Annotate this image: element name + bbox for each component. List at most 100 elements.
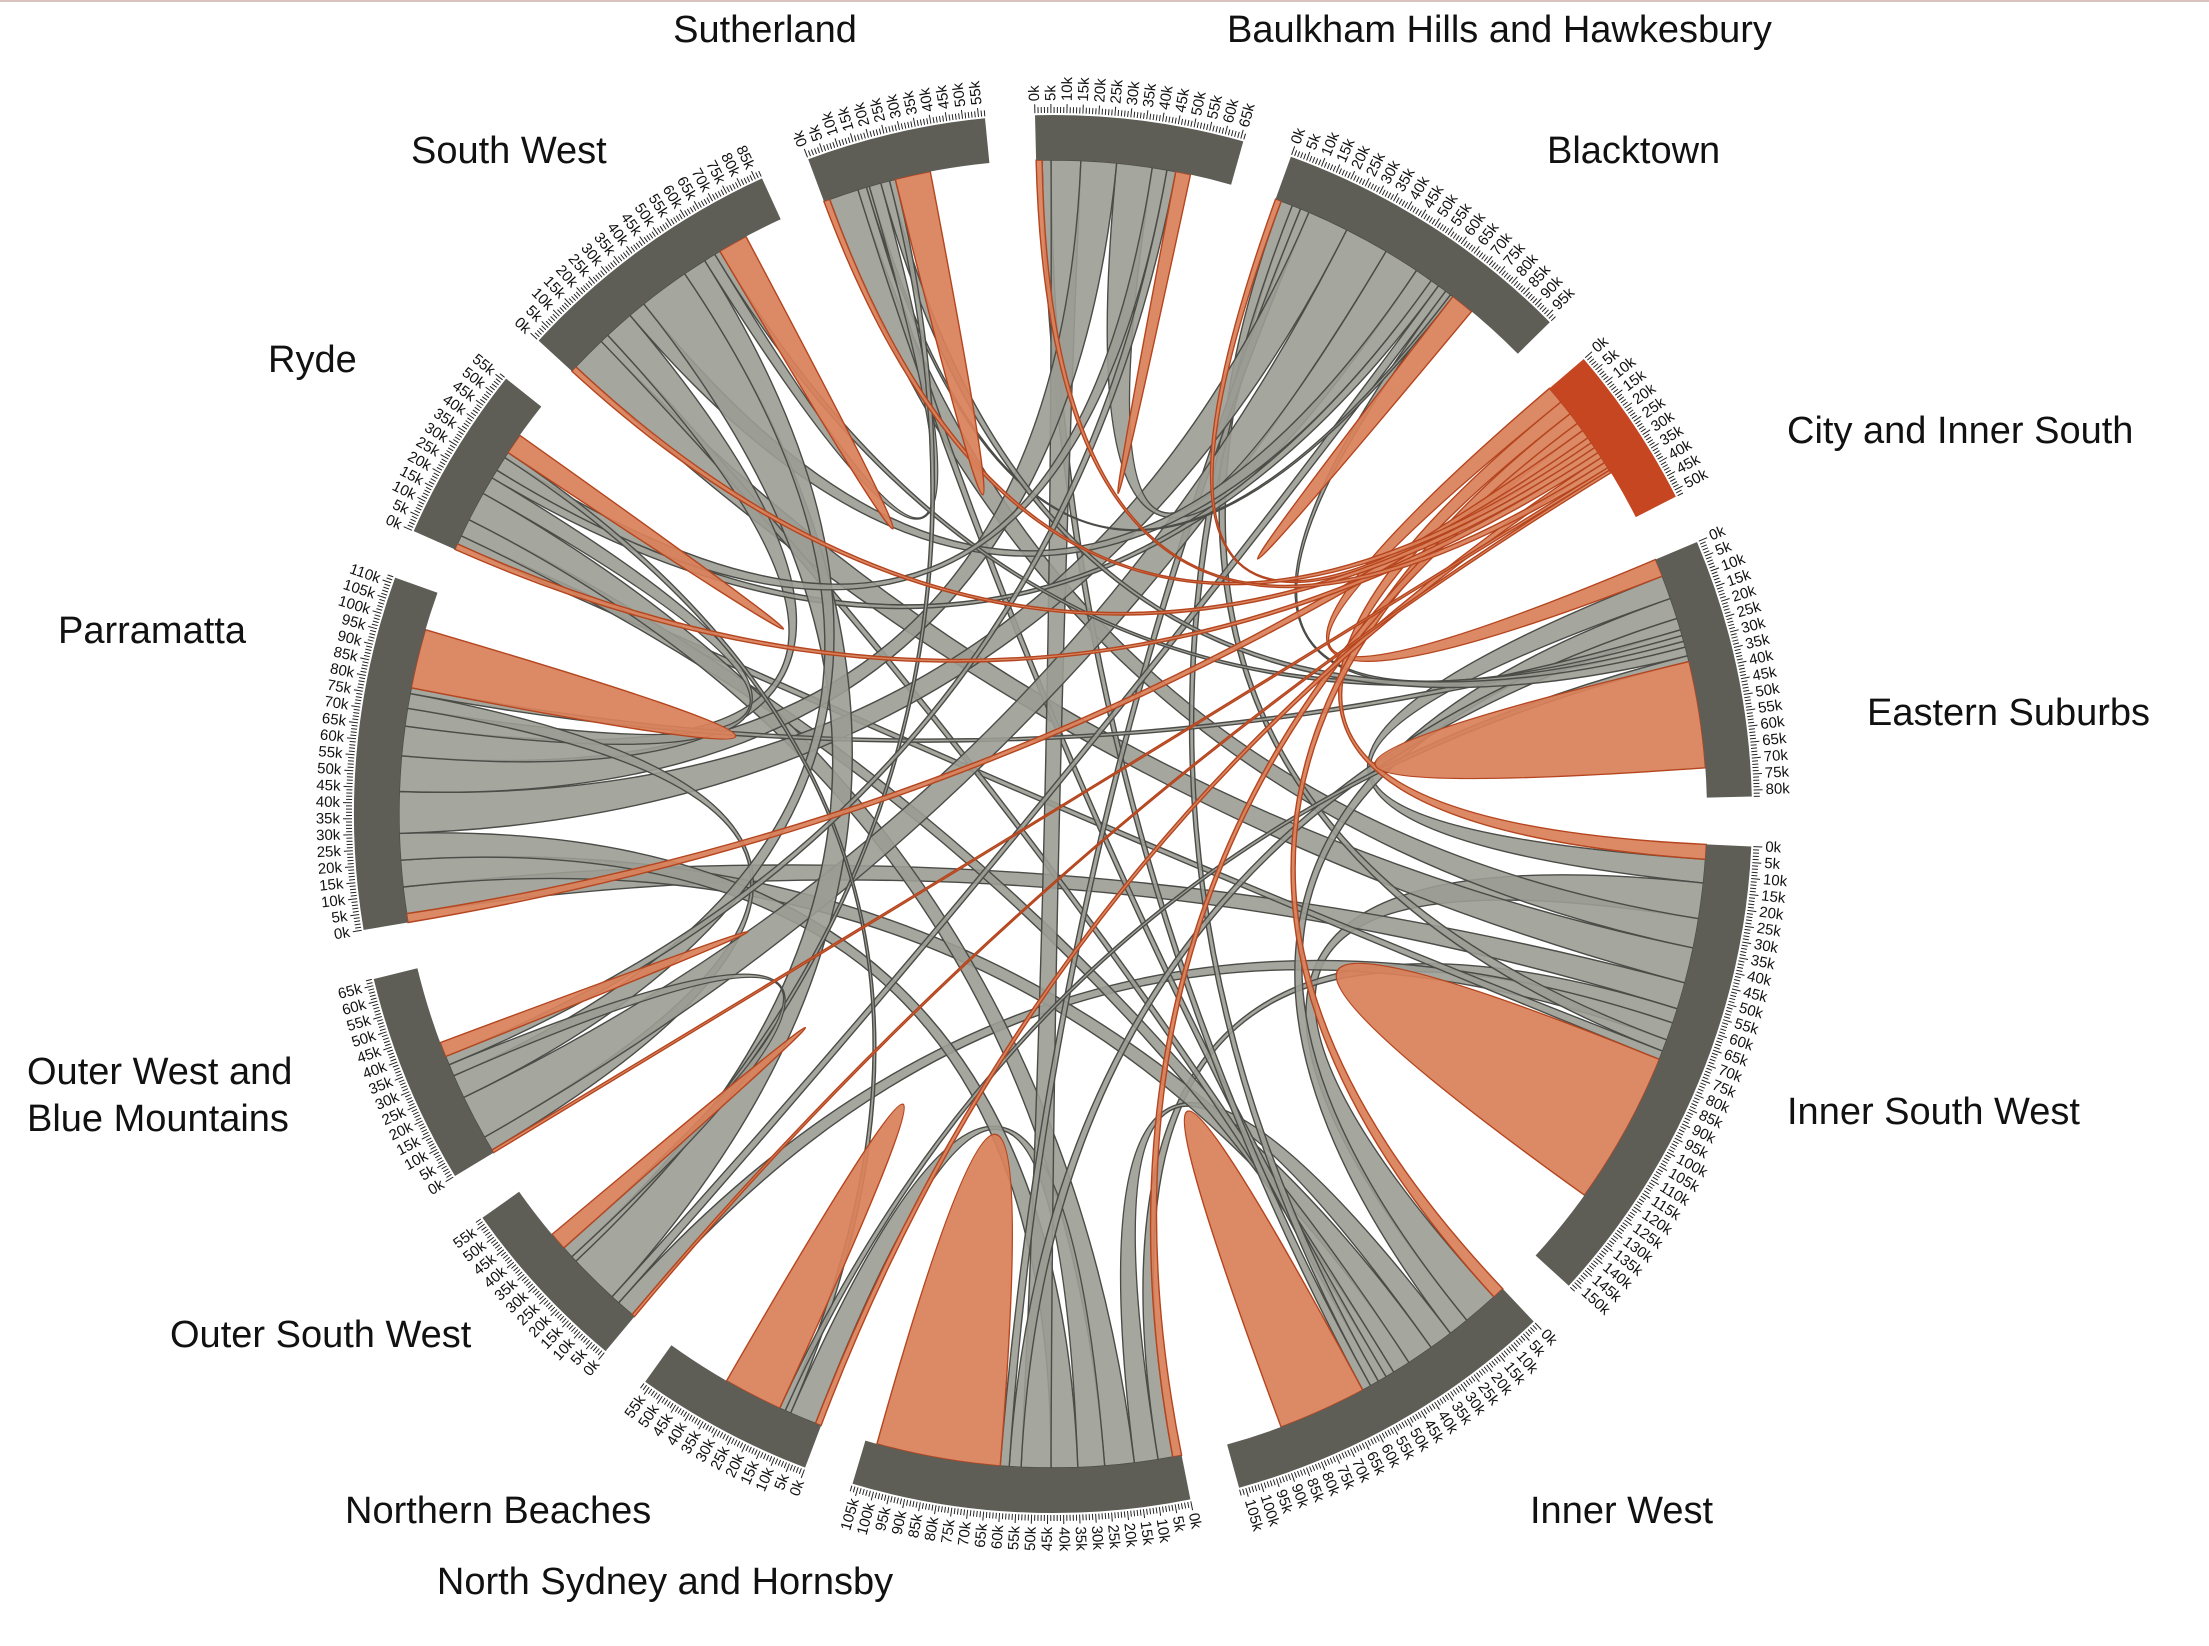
ribbon-inner-west-to-eastern-suburbs[interactable] (1294, 597, 1678, 1335)
group-arc-outer-west-and-blue-mountains[interactable] (373, 968, 494, 1176)
group-arc-blacktown[interactable] (1275, 156, 1550, 354)
tick-mark (1751, 750, 1758, 753)
tick-label: 95k (1272, 1487, 1296, 1516)
tick-mark (635, 242, 641, 248)
tick-mark (1663, 1157, 1670, 1162)
tick-mark (923, 118, 926, 125)
tick-label: 30k (1739, 614, 1767, 637)
tick-mark (1735, 651, 1742, 655)
ribbon-north-sydney-and-hornsby-internal[interactable] (876, 1133, 1014, 1467)
tick-mark (734, 182, 739, 188)
ribbon-blacktown-internal[interactable] (1256, 295, 1473, 560)
tick-mark (1373, 1437, 1377, 1444)
group-arc-parramatta[interactable] (353, 577, 438, 930)
group-arc-north-sydney-and-hornsby[interactable] (852, 1440, 1191, 1514)
tick-mark (1117, 109, 1120, 117)
tick-mark (1434, 218, 1441, 227)
tick-mark (1491, 262, 1496, 268)
group-arc-city-and-inner-south[interactable] (1549, 359, 1676, 518)
tick-mark (1152, 114, 1155, 121)
tick-mark (1541, 307, 1547, 313)
tick-mark (1393, 193, 1399, 202)
tick-mark (1187, 120, 1190, 127)
tick-mark (1595, 363, 1603, 371)
tick-mark (517, 1271, 523, 1277)
ribbon-baulkham-hills-and-hawkesbury-internal[interactable] (1117, 170, 1192, 495)
tick-mark (357, 683, 364, 686)
tick-mark (1367, 1440, 1372, 1446)
ribbon-northern-beaches-to-eastern-suburbs[interactable] (778, 654, 1690, 1412)
group-label-outer-south-west: Outer South West (170, 1314, 472, 1356)
tick-mark (1705, 1070, 1711, 1074)
ribbon-outer-west-and-blue-mountains-to-baulkham-hills-and-hawkesbury[interactable] (444, 169, 1177, 1066)
group-arc-inner-west[interactable] (1227, 1288, 1534, 1488)
ribbon-south-west-to-eastern-suburbs[interactable] (713, 250, 1687, 687)
tick-mark (1190, 1501, 1194, 1511)
tick-mark (953, 1508, 956, 1515)
group-arc-eastern-suburbs[interactable] (1655, 542, 1752, 798)
tick-mark (1729, 626, 1736, 630)
group-arc-baulkham-hills-and-hawkesbury[interactable] (1035, 114, 1244, 185)
tick-mark (573, 293, 579, 299)
tick-mark (552, 309, 560, 317)
ribbon-parramatta-internal[interactable] (410, 628, 737, 740)
ribbon-inner-south-west-internal[interactable] (1335, 962, 1661, 1197)
group-arc-ryde[interactable] (413, 378, 542, 550)
tick-mark (1525, 291, 1531, 297)
tick-mark (1688, 1108, 1698, 1114)
tick-mark (352, 715, 359, 718)
tick-mark (878, 128, 882, 135)
tick-mark (352, 910, 359, 913)
tick-mark (1358, 1444, 1363, 1451)
tick-mark (359, 677, 366, 680)
tick-mark (481, 1226, 487, 1231)
ribbon-sutherland-internal[interactable] (894, 170, 985, 496)
ribbon-blacktown-to-outer-south-west[interactable] (610, 284, 1447, 1304)
tick-mark (942, 115, 944, 122)
ribbon-south-west-to-outer-west-and-blue-mountains[interactable] (452, 259, 835, 1099)
tick-label: 20k (1730, 582, 1759, 606)
group-arc-inner-south-west[interactable] (1535, 844, 1752, 1286)
ribbon-ryde-internal[interactable] (506, 434, 785, 630)
tick-mark (438, 464, 444, 468)
tick-mark (1700, 1082, 1707, 1086)
tick-mark (347, 863, 354, 865)
ribbon-eastern-suburbs-internal[interactable] (1374, 660, 1707, 780)
tick-mark (437, 1162, 446, 1169)
group-arc-sutherland[interactable] (808, 118, 990, 202)
tick-mark (1426, 215, 1431, 222)
tick-label: 10k (818, 109, 842, 138)
tick-mark (706, 197, 711, 203)
tick-mark (1361, 1442, 1366, 1449)
ribbon-inner-west-to-ryde[interactable] (460, 518, 1410, 1374)
group-arc-outer-south-west[interactable] (482, 1191, 635, 1352)
ribbon-inner-west-internal[interactable] (1183, 1110, 1364, 1428)
tick-mark (904, 122, 907, 129)
tick-mark (350, 914, 360, 917)
tick-mark (1404, 202, 1409, 208)
tick-mark (1729, 997, 1736, 1001)
tick-mark (1743, 935, 1750, 938)
group-arc-south-west[interactable] (538, 178, 781, 372)
tick-mark (758, 170, 762, 177)
ribbon-north-sydney-and-hornsby-to-parramatta[interactable] (398, 832, 1079, 1469)
ribbon-outer-south-west-internal[interactable] (551, 1026, 807, 1249)
tick-mark (1303, 1468, 1307, 1475)
tick-mark (368, 625, 378, 630)
ribbon-northern-beaches-internal[interactable] (725, 1103, 905, 1410)
ribbon-sutherland-to-outer-south-west[interactable] (570, 178, 936, 1263)
ribbon-blacktown-to-ryde[interactable] (491, 279, 1440, 610)
tick-mark (1496, 1356, 1501, 1362)
group-arc-northern-beaches[interactable] (645, 1345, 822, 1468)
tick-mark (353, 712, 360, 714)
ribbon-outer-west-and-blue-mountains-internal[interactable] (439, 931, 749, 1058)
ribbon-south-west-internal[interactable] (718, 235, 894, 530)
tick-label: 40k (1747, 647, 1775, 669)
tick-mark (748, 1446, 752, 1453)
tick-label: 50k (1737, 999, 1765, 1022)
tick-label: 80k (1765, 780, 1790, 798)
tick-mark (688, 1414, 693, 1421)
ribbon-north-sydney-and-hornsby-to-blacktown[interactable] (999, 207, 1310, 1468)
tick-mark (712, 194, 716, 200)
tick-mark (1644, 433, 1650, 438)
